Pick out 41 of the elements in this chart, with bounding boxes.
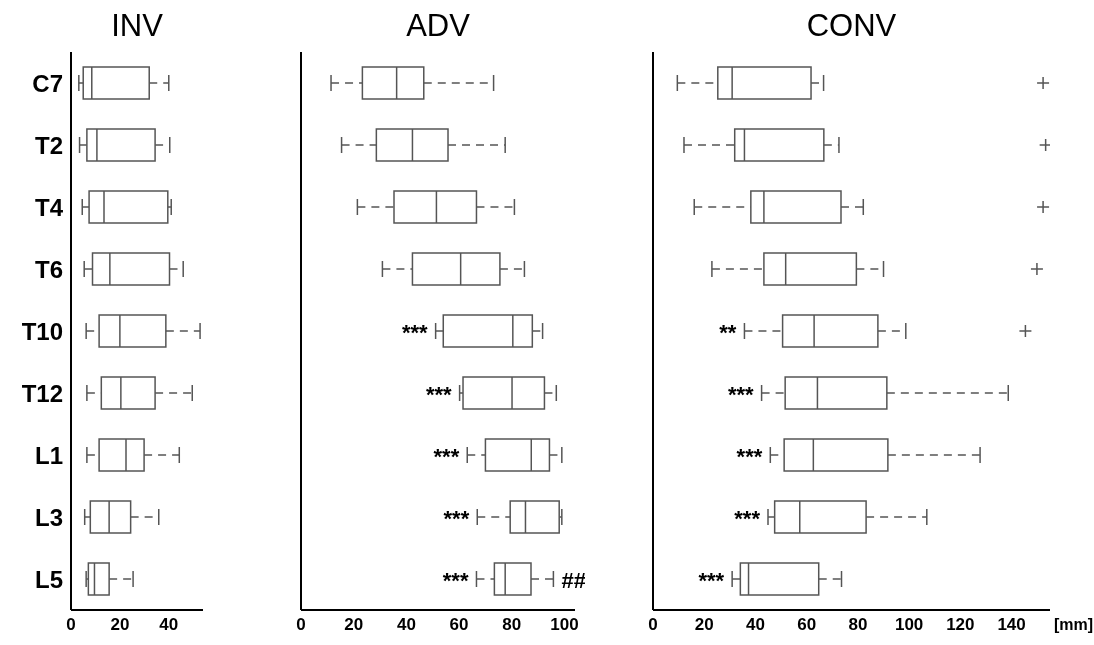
annotation: ## — [561, 568, 586, 593]
y-tick-label: T6 — [34, 255, 63, 283]
y-tick-label: T2 — [34, 131, 63, 159]
annotation: *** — [736, 444, 763, 469]
x-axis-title: [mm] — [1054, 616, 1094, 633]
chart-title: INV — [110, 8, 164, 44]
x-tick-label: 20 — [694, 615, 714, 635]
x-tick-label: 80 — [502, 615, 522, 635]
annotation: ** — [719, 320, 737, 345]
x-tick-label: 120 — [946, 615, 975, 635]
x-tick-label: 0 — [66, 615, 76, 635]
y-tick-label: T4 — [34, 193, 64, 221]
x-tick-label: 20 — [344, 615, 364, 635]
x-tick-label: 0 — [296, 615, 306, 635]
y-tick-label: L5 — [34, 565, 63, 593]
y-tick-label: L1 — [34, 441, 63, 469]
y-tick-label: L3 — [34, 503, 63, 531]
x-tick-label: 20 — [110, 615, 130, 635]
y-tick-label: T10 — [21, 317, 63, 345]
annotation: *** — [734, 506, 761, 531]
x-tick-label: 100 — [894, 615, 924, 635]
annotation: *** — [433, 444, 460, 469]
x-tick-label: 140 — [997, 615, 1026, 635]
x-tick-label: 40 — [159, 615, 179, 635]
annotation: *** — [727, 382, 755, 407]
x-tick-label: 60 — [797, 615, 817, 635]
chart-title: ADV — [405, 8, 471, 44]
chart-title: CONV — [805, 8, 898, 44]
x-tick-label: 60 — [449, 615, 469, 635]
annotation: *** — [443, 506, 470, 531]
y-tick-label: C7 — [32, 69, 63, 97]
y-tick-label: T12 — [21, 379, 63, 407]
x-tick-label: 40 — [745, 615, 765, 635]
x-tick-label: 40 — [396, 615, 416, 635]
x-tick-label: 0 — [648, 615, 658, 635]
annotation: *** — [401, 320, 429, 345]
annotation: *** — [425, 382, 453, 407]
x-tick-label: 80 — [848, 615, 868, 635]
x-tick-label: 100 — [550, 615, 579, 635]
annotation: *** — [698, 568, 725, 593]
annotation: *** — [442, 568, 469, 593]
